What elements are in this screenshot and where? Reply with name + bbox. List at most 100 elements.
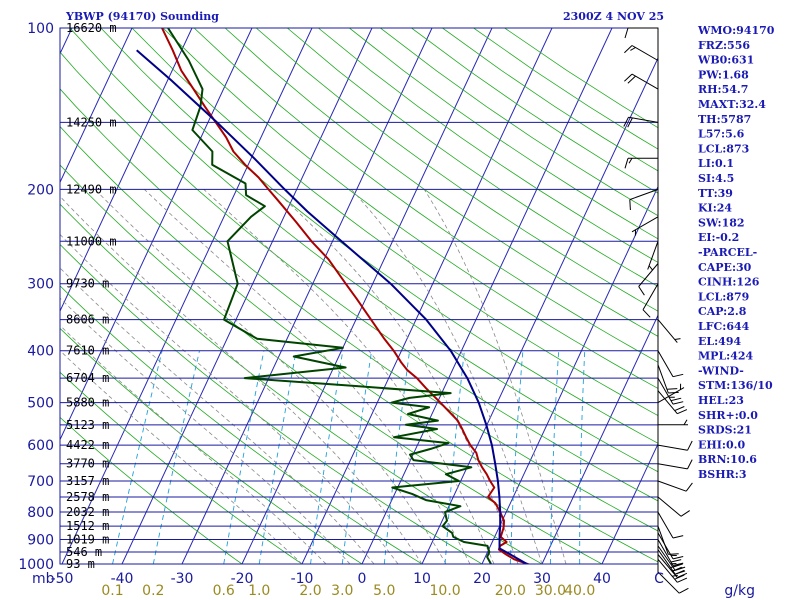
wind-barb-shaft <box>657 558 678 583</box>
wind-barb-feather <box>638 286 645 296</box>
height-label: 2032 m <box>66 505 109 519</box>
isotherm-line <box>301 28 553 564</box>
moist-adiabat-line <box>144 189 471 564</box>
index-item: CAPE:30 <box>698 261 752 274</box>
index-item: CAP:2.8 <box>698 305 747 318</box>
wind-barb-shaft <box>657 549 676 575</box>
wind-barb-shaft <box>657 364 669 394</box>
mixing-ratio-label: 20.0 <box>495 583 526 599</box>
moist-adiabat-line <box>60 297 351 564</box>
index-item: -WIND- <box>698 364 744 377</box>
wind-barb-shaft <box>657 511 674 539</box>
temperature-tick-label: -30 <box>171 571 194 587</box>
temperature-tick-label: 20 <box>473 571 491 587</box>
isotherm-line <box>60 28 193 313</box>
wind-barb-shaft <box>631 73 659 90</box>
pressure-tick-label: 800 <box>27 505 54 521</box>
mixing-ratio-unit-label: g/kg <box>724 583 755 599</box>
wind-barb-shaft <box>629 188 659 201</box>
wind-barb-feather <box>674 574 685 580</box>
index-item: LCL:873 <box>698 142 749 155</box>
isotherm-line <box>181 28 433 564</box>
pressure-tick-label: 200 <box>27 182 54 198</box>
height-label: 2578 m <box>66 490 109 504</box>
height-label: 9730 m <box>66 277 109 291</box>
wind-barb-shaft <box>657 554 678 578</box>
index-item: EL:494 <box>698 335 741 348</box>
index-item: TH:5787 <box>698 113 751 126</box>
wind-barb-feather <box>668 391 679 394</box>
index-item: MAXT:32.4 <box>698 98 766 111</box>
wind-barb-shaft <box>631 216 659 233</box>
wind-barb-feather <box>685 482 693 492</box>
wind-barb-shaft <box>657 319 678 343</box>
mixing-ratio-label: 10.0 <box>430 583 461 599</box>
index-item: SRDS:21 <box>698 424 752 437</box>
wind-barb-feather <box>677 572 688 578</box>
moist-adiabat-line <box>203 189 495 564</box>
height-label: 5880 m <box>66 396 109 410</box>
temperature-tick-label: -10 <box>291 571 314 587</box>
index-item: TT:39 <box>698 187 733 200</box>
wind-barb-shaft <box>657 496 682 517</box>
height-label: 11000 m <box>66 234 117 248</box>
wind-barb-feather <box>672 535 684 539</box>
index-item: MPL:424 <box>698 350 754 363</box>
height-label: 4422 m <box>66 438 109 452</box>
pressure-tick-label: 100 <box>27 21 54 37</box>
wind-barb-feather <box>672 556 684 560</box>
temperature-tick-label: -50 <box>51 571 74 587</box>
mixing-ratio-label: 0.2 <box>142 583 164 599</box>
mixing-ratio-label: 2.0 <box>299 583 321 599</box>
height-label: 16620 m <box>66 21 117 35</box>
wind-barb-feather <box>668 553 679 555</box>
wind-barb-feather <box>624 27 629 39</box>
index-item: LCL:879 <box>698 290 749 303</box>
wind-barb-feather <box>629 199 631 211</box>
index-item: -PARCEL- <box>698 246 757 259</box>
wind-barb-feather <box>670 559 682 563</box>
wind-barb-shaft <box>657 571 680 594</box>
wind-barb-feather <box>683 419 688 426</box>
wind-barb-feather <box>674 406 685 412</box>
wind-barb-feather <box>624 158 629 169</box>
wind-barb-feather <box>672 563 683 568</box>
index-item: EHI:0.0 <box>698 438 745 451</box>
wind-barb-feather <box>677 409 688 415</box>
isotherm-line <box>361 28 613 564</box>
height-label: 7610 m <box>66 344 109 358</box>
wind-barb-shaft <box>657 387 685 404</box>
height-label: 3157 m <box>66 474 109 488</box>
wind-barb-feather <box>687 440 693 451</box>
wind-barb-feather <box>680 510 690 517</box>
wind-barb-feather <box>628 158 633 164</box>
temperature-tick-label: -40 <box>111 571 134 587</box>
index-item: WB0:631 <box>697 54 754 67</box>
wind-barb-shaft <box>628 116 659 123</box>
index-item: HEL:23 <box>698 394 744 407</box>
index-item: LI:0.1 <box>698 157 734 170</box>
index-item: STM:136/10 <box>698 379 773 392</box>
wind-layer <box>623 27 693 594</box>
profile-layer <box>136 28 532 564</box>
moist-adiabat-line <box>94 189 447 564</box>
height-label: 6704 m <box>66 371 109 385</box>
mixing-ratio-label: 40.0 <box>564 583 595 599</box>
index-item: WMO:94170 <box>697 24 775 37</box>
dewpoint-profile-line <box>167 28 493 564</box>
wind-barb-feather <box>630 47 636 51</box>
wind-barb-feather <box>675 570 686 575</box>
wind-barb-shaft <box>657 444 688 451</box>
height-label: 14250 m <box>66 115 117 129</box>
wind-barb-feather <box>624 73 633 82</box>
moist-adiabat-line <box>60 233 399 564</box>
isotherm-line <box>61 28 313 564</box>
chart-datetime: 2300Z 4 NOV 25 <box>563 10 664 23</box>
height-label: 1019 m <box>66 533 109 547</box>
wind-barb-shaft <box>657 463 688 470</box>
wind-barb-feather <box>648 265 654 271</box>
wind-barb-feather <box>672 401 684 405</box>
wind-barb-feather <box>687 459 693 470</box>
